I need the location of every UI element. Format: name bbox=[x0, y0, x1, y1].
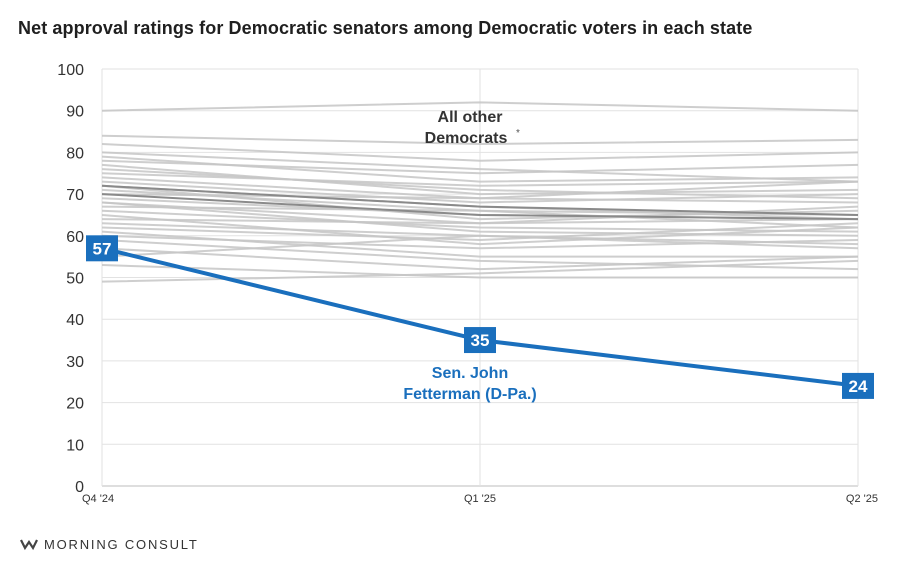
other-democrat-line bbox=[101, 234, 859, 250]
other-democrats-lines bbox=[101, 101, 859, 283]
footer: MORNING CONSULT bbox=[20, 537, 199, 552]
others-label: Democrats bbox=[425, 130, 508, 147]
chart-grid bbox=[101, 68, 859, 487]
y-axis-ticks: 0 10 20 30 40 50 60 70 80 90 100 bbox=[57, 62, 84, 496]
data-label: 57 bbox=[93, 239, 112, 258]
other-democrat-line bbox=[101, 201, 859, 237]
other-democrat-line bbox=[101, 163, 859, 196]
chart-title: Net approval ratings for Democratic sena… bbox=[18, 18, 753, 38]
fetterman-label: Sen. John bbox=[432, 365, 508, 382]
y-tick-label: 60 bbox=[66, 229, 84, 246]
other-democrat-line bbox=[101, 238, 859, 271]
other-democrat-line bbox=[101, 151, 859, 183]
data-label-box bbox=[464, 327, 496, 354]
other-democrat-line bbox=[101, 101, 859, 112]
other-democrat-line bbox=[101, 143, 859, 162]
data-label: 24 bbox=[849, 377, 868, 396]
chart-annotations: All other Democrats * Sen. John Fetterman (D… bbox=[403, 109, 536, 403]
other-democrat-line bbox=[101, 222, 859, 241]
y-tick-label: 0 bbox=[75, 479, 84, 496]
other-democrat-line bbox=[101, 205, 859, 216]
other-democrat-line bbox=[101, 247, 859, 271]
y-tick-label: 30 bbox=[66, 354, 84, 371]
x-tick-label: Q1 '25 bbox=[464, 493, 496, 505]
other-democrat-line bbox=[101, 263, 858, 279]
fetterman-series: 57 35 24 bbox=[86, 235, 874, 399]
other-democrat-line bbox=[101, 172, 859, 187]
y-tick-label: 50 bbox=[66, 271, 84, 288]
other-democrat-line bbox=[101, 234, 859, 258]
y-tick-label: 80 bbox=[66, 145, 84, 162]
data-label: 35 bbox=[471, 331, 490, 350]
line-chart: 0 10 20 30 40 50 60 70 80 90 100 Q4 '24 Q1 '25 Q2 '2… bbox=[57, 62, 878, 505]
fetterman-label: Fetterman (D-Pa.) bbox=[403, 386, 536, 403]
y-tick-label: 10 bbox=[66, 437, 84, 454]
others-label-footnote-mark: * bbox=[516, 128, 520, 139]
data-label-box bbox=[842, 372, 874, 399]
y-tick-label: 100 bbox=[57, 62, 84, 79]
other-democrat-line bbox=[101, 213, 859, 246]
morning-consult-logo-icon bbox=[20, 539, 38, 550]
other-democrat-line bbox=[101, 193, 859, 221]
x-axis-ticks: Q4 '24 Q1 '25 Q2 '25 bbox=[82, 493, 878, 505]
other-democrat-line bbox=[101, 184, 859, 216]
other-democrat-line bbox=[101, 180, 859, 204]
y-tick-label: 90 bbox=[66, 104, 84, 121]
others-label: All other bbox=[438, 109, 503, 126]
x-tick-label: Q2 '25 bbox=[846, 493, 878, 505]
other-democrat-line bbox=[101, 134, 859, 146]
data-label-box bbox=[86, 235, 118, 262]
other-democrat-line bbox=[101, 193, 859, 204]
footer-brand: MORNING CONSULT bbox=[44, 537, 199, 552]
y-tick-label: 40 bbox=[66, 312, 84, 329]
y-tick-label: 20 bbox=[66, 396, 84, 413]
other-democrat-line bbox=[101, 218, 859, 225]
other-democrat-line bbox=[101, 209, 859, 233]
other-democrat-line bbox=[101, 168, 859, 200]
y-tick-label: 70 bbox=[66, 187, 84, 204]
x-tick-label: Q4 '24 bbox=[82, 493, 114, 505]
other-democrat-line bbox=[101, 159, 859, 175]
